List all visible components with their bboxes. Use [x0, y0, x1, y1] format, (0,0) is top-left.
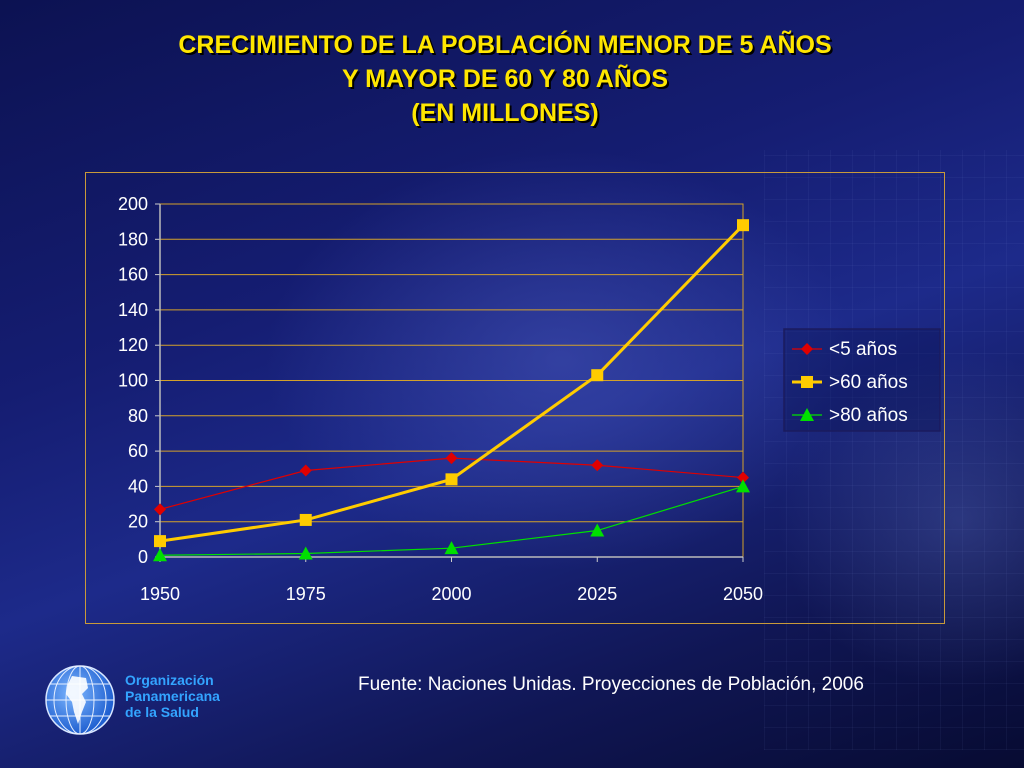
legend-marker-1 — [801, 376, 813, 388]
legend-label-1: >60 años — [829, 372, 908, 393]
legend-marker-0 — [801, 343, 813, 355]
legend-marker-2 — [800, 408, 814, 421]
x-tick-label: 2000 — [431, 584, 471, 604]
x-tick-label: 2050 — [723, 584, 763, 604]
y-tick-label: 100 — [118, 371, 148, 391]
title-line-3: (EN MILLONES) — [411, 99, 599, 127]
logo-text: Organización Panamericana de la Salud — [125, 672, 220, 720]
data-point-series-2 — [736, 479, 750, 493]
data-point-series-1 — [154, 535, 166, 548]
legend-label-0: <5 años — [829, 339, 897, 360]
x-tick-label: 1950 — [140, 584, 180, 604]
data-point-series-1 — [591, 369, 604, 382]
title-line-1: CRECIMIENTO DE LA POBLACIÓN MENOR DE 5 A… — [178, 31, 832, 59]
y-tick-label: 80 — [128, 406, 148, 426]
y-tick-label: 180 — [118, 229, 148, 249]
data-point-series-0 — [591, 459, 604, 472]
series-line-1 — [159, 224, 745, 543]
chart-svg: 0 20 40 60 80 100 120 140 160 180 200 1950 1975 2000 2… — [118, 194, 941, 604]
title-line-2: Y MAYOR DE 60 Y 80 AÑOS — [341, 65, 669, 93]
y-tick-label: 200 — [118, 194, 148, 214]
population-line-chart: 0 20 40 60 80 100 120 140 160 180 200 1950 1975 2000 2… — [85, 172, 945, 624]
y-tick-label: 40 — [128, 476, 148, 496]
logo-line-3: de la Salud — [125, 704, 199, 720]
y-tick-label: 0 — [138, 547, 148, 567]
data-point-series-1 — [299, 513, 312, 526]
legend-label-2: >80 años — [829, 405, 908, 426]
slide-title: CRECIMIENTO DE LA POBLACIÓN MENOR DE 5 A… — [0, 28, 1010, 130]
background-grid-decoration — [764, 150, 1024, 750]
data-point-series-0 — [737, 471, 749, 484]
data-point-series-2 — [590, 523, 605, 537]
data-point-series-2 — [298, 546, 313, 560]
x-tick-label: 1975 — [286, 584, 326, 604]
data-point-series-0 — [154, 503, 166, 516]
x-tick-label: 2025 — [577, 584, 617, 604]
y-tick-label: 120 — [118, 335, 148, 355]
y-tick-label: 60 — [128, 441, 148, 461]
data-point-series-2 — [444, 541, 459, 555]
data-point-series-2 — [153, 548, 167, 562]
data-point-series-1 — [445, 473, 458, 486]
ops-logo: Organización Panamericana de la Salud — [42, 662, 272, 738]
y-tick-label: 140 — [118, 300, 148, 320]
globe-icon — [45, 665, 115, 735]
y-tick-label: 20 — [128, 512, 148, 532]
y-tick-label: 160 — [118, 265, 148, 285]
logo-line-2: Panamericana — [125, 688, 220, 704]
data-point-series-1 — [737, 219, 749, 232]
logo-line-1: Organización — [125, 672, 214, 688]
source-footnote: Fuente: Naciones Unidas. Proyecciones de… — [358, 674, 864, 695]
data-point-series-0 — [299, 464, 312, 477]
data-point-series-0 — [445, 452, 458, 465]
